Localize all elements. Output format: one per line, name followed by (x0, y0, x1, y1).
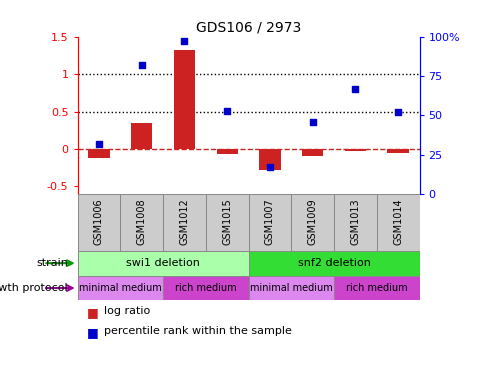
Bar (77, 194, 120, 251)
Point (223, 108, 230, 113)
Point (95, 141, 103, 146)
Bar (302, 149, 323, 156)
Point (393, 109, 401, 115)
Bar (163, 194, 205, 251)
Bar (205, 194, 248, 251)
Text: rich medium: rich medium (345, 283, 407, 293)
Bar (248, 194, 291, 251)
Bar (131, 123, 152, 149)
Bar (77, 276, 163, 300)
Text: rich medium: rich medium (175, 283, 236, 293)
Text: log ratio: log ratio (104, 306, 150, 316)
Bar (248, 251, 419, 276)
Text: growth protocol: growth protocol (0, 283, 68, 293)
Text: snf2 deletion: snf2 deletion (297, 258, 370, 268)
Bar (387, 149, 408, 153)
Bar (120, 194, 163, 251)
Text: GSM1015: GSM1015 (222, 198, 232, 245)
Text: percentile rank within the sample: percentile rank within the sample (104, 326, 291, 336)
Point (137, 62, 145, 68)
Bar (333, 194, 376, 251)
Text: ■: ■ (87, 326, 99, 339)
Text: GSM1014: GSM1014 (393, 198, 402, 245)
Text: minimal medium: minimal medium (79, 283, 161, 293)
Bar (88, 149, 109, 158)
Bar (291, 194, 333, 251)
Text: GSM1013: GSM1013 (350, 198, 360, 245)
Title: GDS106 / 2973: GDS106 / 2973 (196, 20, 301, 34)
Point (308, 119, 316, 124)
Point (180, 38, 188, 44)
Text: GSM1012: GSM1012 (179, 198, 189, 245)
Bar (77, 251, 248, 276)
Bar (248, 276, 333, 300)
Point (266, 164, 273, 170)
Bar (163, 276, 248, 300)
Text: ■: ■ (87, 306, 99, 319)
Bar (344, 149, 365, 150)
Text: swi1 deletion: swi1 deletion (126, 258, 199, 268)
Text: GSM1008: GSM1008 (136, 198, 146, 245)
Text: GSM1009: GSM1009 (307, 198, 317, 245)
Text: GSM1007: GSM1007 (264, 198, 274, 245)
Bar (173, 50, 195, 149)
Point (351, 86, 359, 92)
Text: GSM1006: GSM1006 (94, 198, 104, 245)
Text: minimal medium: minimal medium (249, 283, 332, 293)
Bar (259, 149, 280, 170)
Bar (333, 276, 419, 300)
Bar (376, 194, 419, 251)
Bar (216, 149, 237, 154)
Text: strain: strain (36, 258, 68, 268)
